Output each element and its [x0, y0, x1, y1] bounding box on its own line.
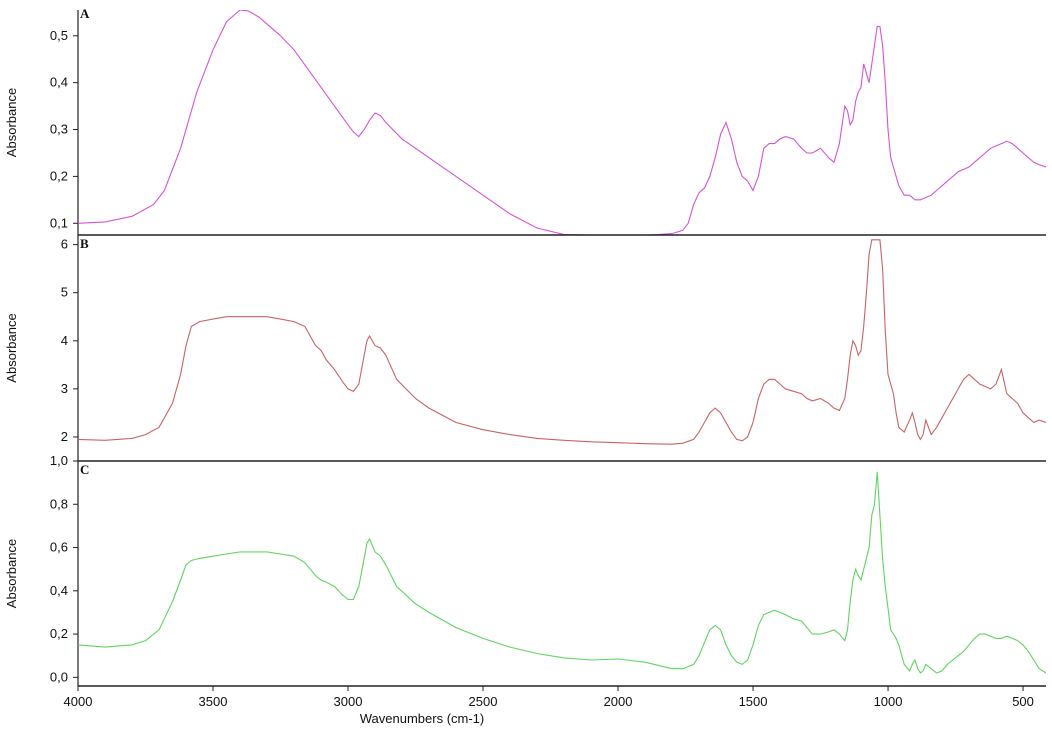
- panel-label-C: C: [80, 462, 89, 477]
- y-tick-label-A: 0,3: [50, 122, 68, 137]
- y-tick-label-C: 1,0: [50, 453, 68, 468]
- y-tick-label-A: 0,1: [50, 215, 68, 230]
- x-tick-label: 1500: [739, 694, 768, 709]
- x-tick-label: 3000: [334, 694, 363, 709]
- y-tick-label-A: 0,4: [50, 75, 68, 90]
- spectrum-line-C: [78, 471, 1046, 674]
- x-tick-label: 2000: [604, 694, 633, 709]
- y-tick-label-A: 0,2: [50, 168, 68, 183]
- panel-label-B: B: [80, 236, 89, 251]
- y-axis-title-C: Absorbance: [4, 539, 19, 608]
- y-tick-label-B: 6: [61, 237, 68, 252]
- y-tick-label-A: 0,5: [50, 28, 68, 43]
- y-tick-label-C: 0,8: [50, 496, 68, 511]
- spectrum-line-B: [78, 239, 1046, 445]
- x-tick-label: 2500: [469, 694, 498, 709]
- y-tick-label-B: 5: [61, 285, 68, 300]
- x-tick-label: 3500: [199, 694, 228, 709]
- y-tick-label-C: 0,0: [50, 669, 68, 684]
- x-tick-label: 500: [1012, 694, 1034, 709]
- y-tick-label-B: 2: [61, 429, 68, 444]
- y-tick-label-C: 0,6: [50, 540, 68, 555]
- y-tick-label-C: 0,2: [50, 626, 68, 641]
- y-axis-title-A: Absorbance: [4, 88, 19, 157]
- x-tick-label: 1000: [874, 694, 903, 709]
- x-tick-label: 4000: [64, 694, 93, 709]
- panel-label-A: A: [80, 6, 90, 21]
- y-axis-title-B: Absorbance: [4, 313, 19, 382]
- y-tick-label-B: 4: [61, 333, 68, 348]
- y-tick-label-B: 3: [61, 381, 68, 396]
- x-axis-title: Wavenumbers (cm-1): [360, 711, 484, 726]
- spectrum-line-A: [78, 10, 1046, 235]
- y-tick-label-C: 0,4: [50, 583, 68, 598]
